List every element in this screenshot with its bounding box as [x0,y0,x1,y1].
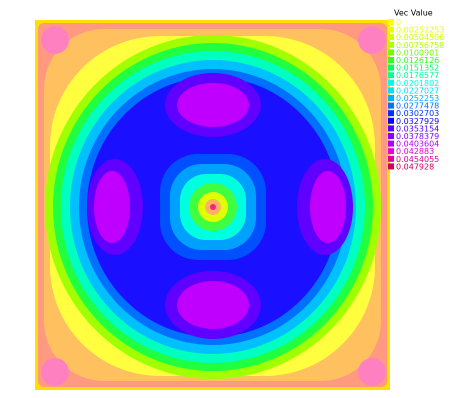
legend-label: 0.0353154 [396,124,439,133]
field-center [210,204,216,210]
legend-label: 0.0100901 [396,48,439,57]
legend-swatch [388,95,394,101]
legend-label: 0.042883 [396,147,434,156]
legend-swatch [388,34,394,41]
legend-label: 0.047928 [396,162,434,171]
field-corner [358,358,386,386]
field-corner [41,26,69,54]
legend-label: 0.0126126 [396,56,439,65]
legend-swatch [388,19,394,25]
legend-label: 0.00756758 [396,41,444,50]
legend-label: 0.0227027 [396,86,439,95]
legend-label: 0.0252253 [396,94,439,103]
field-lobe [310,171,346,243]
legend-label: 0.0201802 [396,79,439,88]
legend-title: Vec Value [394,9,433,18]
legend-label: 0.0151352 [396,64,439,73]
legend-swatch [388,133,394,139]
field-corner [41,358,69,386]
field-lobe [94,171,130,243]
legend-swatch [388,148,394,155]
legend-swatch [388,125,394,132]
field-lobe [177,281,249,329]
legend-swatch [388,57,394,63]
field-lobe [177,83,249,127]
legend-swatch [388,72,394,79]
legend-label: 0.0277478 [396,102,439,111]
legend-label: 0 [396,18,401,27]
legend-swatch [388,79,394,86]
contour-field [35,20,390,390]
legend-label: 0.00252253 [396,26,444,35]
legend-swatch [388,87,394,94]
field-corner [358,26,386,54]
legend-swatch [388,41,394,48]
legend-swatch [388,26,394,33]
legend-swatch [388,49,394,56]
legend-swatch [388,102,394,109]
legend-label: 0.0378379 [396,132,439,141]
legend-swatch [388,155,394,162]
legend-label: 0.0327929 [396,117,439,126]
legend-label: 0.0454055 [396,155,439,164]
legend-label: 0.0302703 [396,109,439,118]
legend-label: 0.0403604 [396,140,439,149]
legend-swatch [388,117,394,124]
legend-swatch [388,64,394,71]
legend-swatch [388,140,394,147]
legend-swatch [388,163,394,170]
legend-label: 0.0176577 [396,71,439,80]
legend-swatch [388,110,394,117]
legend-label: 0.00504506 [396,33,444,42]
